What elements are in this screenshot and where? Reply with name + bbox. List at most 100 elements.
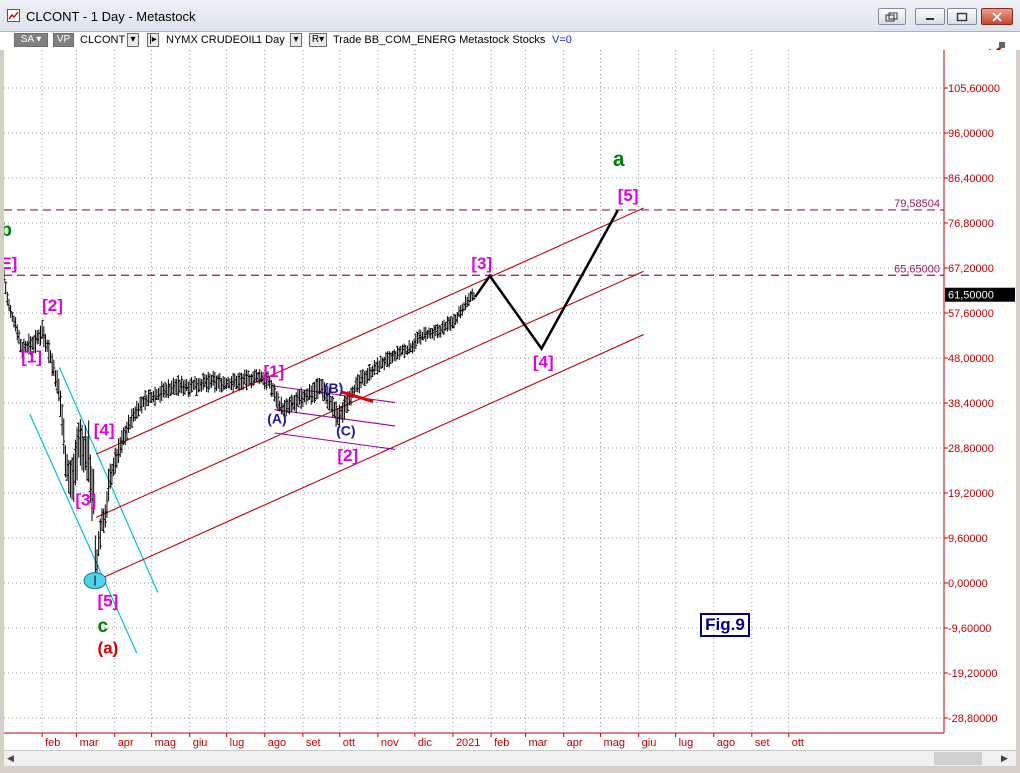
y-tick-label: -9,60000 bbox=[948, 623, 991, 635]
price-chart[interactable]: 79,58504 65,65000 b E] [2] [1] [4] [3] [5] c(a) [… bbox=[4, 50, 1016, 750]
y-tick-label: 38,40000 bbox=[948, 398, 994, 410]
symbol-label: CLCONT bbox=[80, 34, 126, 46]
maximize-button[interactable] bbox=[947, 8, 977, 25]
chart-area[interactable]: 79,58504 65,65000 b E] [2] [1] [4] [3] [5] c (a) [… bbox=[4, 50, 1016, 766]
wave-label: a bbox=[613, 148, 625, 171]
restore-pane-button[interactable] bbox=[878, 8, 906, 25]
level-label: 79,58504 bbox=[894, 198, 940, 210]
wave-label: [1] bbox=[21, 348, 42, 367]
r-label: R bbox=[311, 34, 320, 45]
last-price-label: 61,50000 bbox=[948, 290, 994, 302]
scroll-left-icon[interactable]: ◀ bbox=[7, 753, 14, 763]
wave-label: (A) bbox=[267, 411, 286, 427]
wave-label: (C) bbox=[336, 422, 355, 438]
volume-text: V=0 bbox=[552, 34, 572, 46]
scroll-right-icon[interactable]: ▶ bbox=[1001, 753, 1008, 763]
wave-label: (B) bbox=[324, 380, 343, 396]
x-tick-label: feb bbox=[494, 737, 509, 749]
symbol-dropdown[interactable]: ▾ bbox=[127, 33, 139, 47]
y-tick-label: -19,20000 bbox=[948, 668, 998, 680]
fig-annotation: Fig.9 bbox=[700, 613, 750, 637]
x-tick-label: feb bbox=[45, 737, 60, 749]
x-tick-label: ago bbox=[717, 737, 735, 749]
close-icon bbox=[992, 11, 1002, 22]
wave-label: c bbox=[97, 616, 108, 637]
restore-icon bbox=[885, 12, 898, 21]
purple-channel-line bbox=[274, 409, 396, 427]
chart-icon bbox=[7, 9, 20, 22]
chart-toolbar: SA ▾ VP CLCONT ▾ |▸ NYMX CRUDEOIL 1 Day … bbox=[0, 32, 1020, 61]
window-title: CLCONT - 1 Day - Metastock bbox=[26, 9, 196, 24]
chevron-down-icon: ▾ bbox=[293, 34, 299, 45]
wave-labels: b E] [2] [1] [4] [3] [5] c(a) [1] (B) (A) (C) [2] [3]… bbox=[4, 148, 639, 658]
x-tick-label: ago bbox=[268, 737, 286, 749]
wave-label: b bbox=[4, 220, 12, 241]
exchange-toggle[interactable]: |▸ bbox=[147, 33, 159, 47]
fib-levels: 79,58504 65,65000 bbox=[4, 198, 944, 276]
x-tick-label: ott bbox=[343, 737, 355, 749]
x-tick-label: mar bbox=[80, 737, 99, 749]
wave-label: [2] bbox=[337, 446, 358, 465]
red-segment bbox=[341, 390, 374, 404]
axes: 105,60000 96,00000 86,40000 76,80000 67,2000… bbox=[4, 50, 1015, 749]
y-tick-label: 96,00000 bbox=[948, 128, 994, 140]
x-tick-label: lug bbox=[230, 737, 245, 749]
x-tick-label: giu bbox=[193, 737, 208, 749]
y-tick-label: 67,20000 bbox=[948, 263, 994, 275]
y-tick-label: 48,00000 bbox=[948, 353, 994, 365]
y-tick-label: 0,00000 bbox=[948, 578, 988, 590]
window-titlebar: CLCONT - 1 Day - Metastock bbox=[0, 0, 1020, 32]
vp-button[interactable]: VP bbox=[53, 33, 74, 47]
vp-label: VP bbox=[56, 34, 71, 45]
x-tick-label: mag bbox=[604, 737, 625, 749]
red-channel-line bbox=[96, 270, 644, 518]
x-tick-label: mar bbox=[529, 737, 548, 749]
y-tick-label: 76,80000 bbox=[948, 218, 994, 230]
close-button[interactable] bbox=[981, 8, 1013, 25]
red-channel-line bbox=[96, 207, 644, 455]
x-tick-label: apr bbox=[567, 737, 583, 749]
dropdown-arrow-icon: ▾ bbox=[33, 34, 42, 45]
cyan-channel-line bbox=[29, 414, 138, 654]
period-label: 1 Day bbox=[256, 34, 285, 46]
x-tick-label: ott bbox=[792, 737, 804, 749]
x-tick-label: nov bbox=[381, 737, 399, 749]
sa-button[interactable]: SA ▾ bbox=[14, 33, 48, 47]
wave-label: (a) bbox=[97, 638, 118, 657]
projection-path bbox=[474, 209, 619, 351]
wave-label: [5] bbox=[97, 591, 118, 610]
minimize-button[interactable] bbox=[915, 8, 945, 25]
y-tick-label: 86,40000 bbox=[948, 173, 994, 185]
purple-channel-line bbox=[274, 385, 396, 404]
wave-label: [5] bbox=[618, 186, 639, 205]
x-tick-label: dic bbox=[418, 737, 433, 749]
y-tick-label: 105,60000 bbox=[948, 83, 1000, 95]
wave-label: [2] bbox=[42, 296, 63, 315]
wave-label: [1] bbox=[264, 362, 285, 381]
wave-label: [3] bbox=[75, 491, 96, 510]
period-dropdown[interactable]: ▾ bbox=[290, 33, 302, 47]
y-tick-label: 9,60000 bbox=[948, 533, 988, 545]
last-price-tag bbox=[945, 287, 1015, 302]
grid bbox=[4, 50, 944, 733]
purple-channel-line bbox=[274, 432, 396, 450]
price-bars bbox=[4, 269, 476, 585]
wave-label: [4] bbox=[94, 420, 115, 439]
scroll-thumb[interactable] bbox=[934, 752, 982, 765]
x-tick-label: apr bbox=[118, 737, 134, 749]
y-tick-label: 19,20000 bbox=[948, 488, 994, 500]
sa-label: SA bbox=[20, 34, 34, 45]
exchange-label: NYMX CRUDEOIL bbox=[166, 34, 258, 46]
r-button[interactable]: R▾ bbox=[309, 33, 327, 47]
wave-label: E] bbox=[4, 254, 17, 273]
dropdown-arrow-icon: ▾ bbox=[319, 34, 325, 45]
template-text: Trade BB_COM_ENERG Metastock Stocks bbox=[333, 34, 546, 46]
wave-label: [4] bbox=[533, 352, 554, 371]
red-channel-line bbox=[96, 334, 644, 582]
x-tick-label: lug bbox=[679, 737, 694, 749]
x-tick-label: giu bbox=[642, 737, 657, 749]
maximize-icon bbox=[956, 12, 968, 21]
x-tick-label: 2021 bbox=[456, 737, 480, 749]
horizontal-scrollbar[interactable]: ◀ ▶ bbox=[4, 750, 1016, 766]
y-tick-label: 57,60000 bbox=[948, 308, 994, 320]
